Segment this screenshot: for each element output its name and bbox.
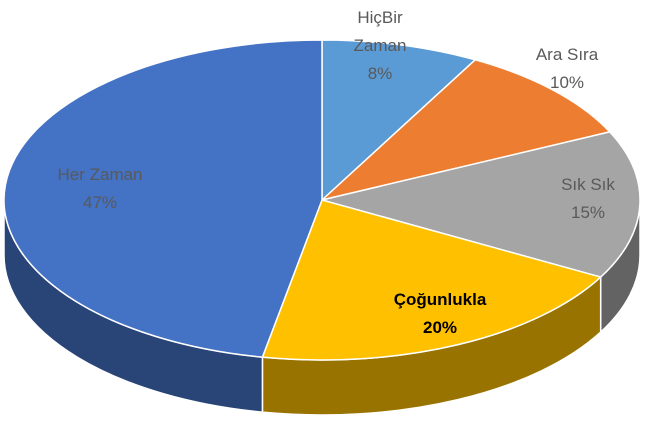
category-label: Çoğunlukla [393, 290, 487, 309]
slice [321, 131, 641, 278]
value-label: 8% [367, 64, 393, 83]
data-label: Çoğunlukla 20% [370, 286, 510, 342]
data-label: Her Zaman 47% [30, 161, 170, 217]
category-label: Ara Sıra [535, 45, 599, 64]
value-label: 15% [570, 203, 606, 222]
value-label: 47% [82, 193, 118, 212]
slice [3, 39, 323, 358]
data-label: HiçBir Zaman 8% [345, 4, 415, 88]
slice [319, 58, 612, 202]
data-label: Ara Sıra 10% [507, 41, 627, 97]
slice [261, 199, 603, 361]
slice [321, 39, 477, 202]
value-label: 10% [549, 73, 585, 92]
category-label: Her Zaman [57, 165, 143, 184]
value-label: 20% [422, 318, 458, 337]
category-label: Sık Sık [561, 175, 615, 194]
category-label: HiçBir Zaman [353, 8, 407, 55]
data-label: Sık Sık 15% [528, 171, 646, 227]
